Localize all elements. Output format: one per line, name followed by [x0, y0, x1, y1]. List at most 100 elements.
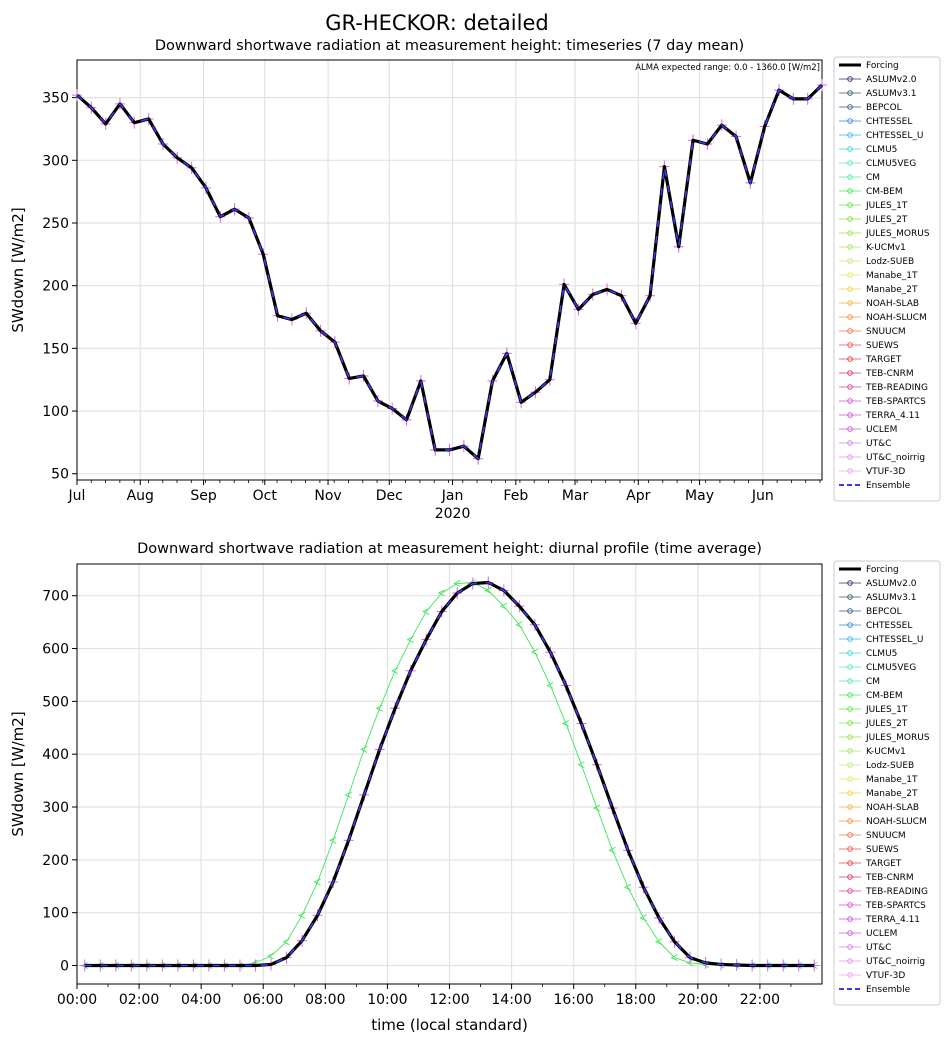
legend-entry: Lodz-SUEB [866, 761, 914, 771]
legend-entry: TEB-READING [865, 383, 928, 393]
legend-swatch-marker [847, 790, 853, 796]
legend-swatch-marker [847, 272, 853, 278]
year-label: 2020 [435, 506, 471, 522]
legend-swatch-marker [847, 902, 853, 908]
cm-bem-point [608, 846, 616, 854]
legend-swatch-marker [847, 118, 853, 124]
legend-entry: Forcing [866, 61, 899, 71]
legend-swatch-marker [847, 944, 853, 950]
legend-swatch-marker [847, 888, 853, 894]
legend-entry: ASLUMv3.1 [866, 593, 916, 603]
legend-swatch-marker [847, 146, 853, 152]
figure-title: GR-HECKOR: detailed [325, 11, 548, 35]
legend-entry: SNUUCM [866, 327, 906, 337]
x-tick-label: 18:00 [616, 992, 656, 1008]
legend-entry: UCLEM [866, 425, 897, 435]
x-tick-label: 04:00 [181, 992, 221, 1008]
legend-entry: CLMU5 [866, 649, 897, 659]
legend-swatch-marker [847, 230, 853, 236]
legend-swatch-marker [847, 734, 853, 740]
cm-bem-point [686, 959, 694, 967]
diurnal-panel: Downward shortwave radiation at measurem… [9, 541, 823, 1034]
legend-entry: UT&C [866, 943, 891, 953]
timeseries-panel: Downward shortwave radiation at measurem… [9, 38, 827, 522]
diurnal-legend: Forcing ASLUMv2.0 ASLUMv3.1 BEPCOL CHTESSEL C… [833, 560, 941, 1006]
legend-swatch-marker [847, 846, 853, 852]
legend-swatch-marker [847, 188, 853, 194]
x-tick-label: Oct [253, 488, 278, 504]
y-tick-label: 50 [51, 467, 69, 483]
x-tick-label: 14:00 [491, 992, 531, 1008]
legend-entry: BEPCOL [866, 103, 902, 113]
x-tick-label: 06:00 [243, 992, 283, 1008]
x-tick-label: Jul [68, 488, 86, 504]
panel-title: Downward shortwave radiation at measurem… [155, 38, 744, 54]
legend-entry: Manabe_1T [866, 775, 918, 785]
cm-bem-point [344, 791, 352, 799]
x-tick-label: Jan [441, 488, 464, 504]
legend-entry: VTUF-3D [866, 467, 905, 477]
legend-entry: Lodz-SUEB [866, 257, 914, 267]
legend-swatch-marker [847, 328, 853, 334]
legend-entry: NOAH-SLAB [866, 803, 919, 813]
cm-bem-point [623, 883, 632, 891]
legend-entry: CLMU5 [866, 145, 897, 155]
legend-entry: K-UCMv1 [866, 747, 906, 757]
legend-entry: K-UCMv1 [866, 243, 906, 253]
cm-bem-point [375, 704, 383, 712]
legend-entry: Ensemble [866, 985, 911, 995]
legend-swatch-marker [847, 874, 853, 880]
legend-entry: CM-BEM [866, 187, 903, 197]
cm-bem-point [670, 954, 678, 961]
legend-swatch-marker [847, 258, 853, 264]
y-tick-label: 600 [42, 642, 69, 658]
cm-bem-point [499, 602, 508, 610]
y-tick-label: 700 [42, 589, 69, 605]
x-tick-label: 22:00 [740, 992, 780, 1008]
legend-swatch-marker [847, 650, 853, 656]
cm-bem-point [577, 761, 585, 769]
y-axis-label: SWdown [W/m2] [9, 207, 27, 332]
legend-swatch-marker [847, 930, 853, 936]
legend-entry: JULES_2T [865, 719, 908, 729]
cm-bem-point [313, 878, 321, 886]
legend-entry: UT&C_noirrig [866, 453, 925, 463]
legend-swatch-marker [847, 958, 853, 964]
legend-entry: VTUF-3D [866, 971, 905, 981]
legend-entry: CHTESSEL_U [866, 635, 923, 645]
x-tick-label: 20:00 [678, 992, 718, 1008]
cm-bem-point [639, 914, 647, 922]
panel-title: Downward shortwave radiation at measurem… [137, 541, 762, 557]
y-tick-label: 100 [42, 404, 69, 420]
legend-swatch-marker [847, 972, 853, 978]
x-tick-label: Nov [314, 488, 341, 504]
legend-swatch-marker [847, 804, 853, 810]
legend-entry: CM [866, 173, 880, 183]
legend-entry: JULES_2T [865, 215, 908, 225]
legend-swatch-marker [847, 104, 853, 110]
legend-swatch-marker [847, 132, 853, 138]
y-tick-label: 400 [42, 747, 69, 763]
legend-entry: JULES_MORUS [865, 733, 930, 743]
y-tick-label: 200 [42, 853, 69, 869]
x-tick-label: 00:00 [57, 992, 97, 1008]
y-tick-label: 350 [42, 91, 69, 107]
cm-bem-point [391, 667, 399, 675]
legend-entry: ASLUMv2.0 [866, 579, 917, 589]
legend-swatch-marker [847, 636, 853, 642]
legend-swatch-marker [847, 454, 853, 460]
y-tick-label: 250 [42, 216, 69, 232]
x-tick-label: 08:00 [305, 992, 345, 1008]
cm-bem-point [437, 589, 445, 597]
legend-swatch-marker [847, 160, 853, 166]
legend-swatch-marker [847, 776, 853, 782]
legend-entry: CM-BEM [866, 691, 903, 701]
legend-swatch-marker [847, 748, 853, 754]
legend-entry: NOAH-SLUCM [866, 817, 927, 827]
legend-swatch-marker [847, 398, 853, 404]
legend-entry: SNUUCM [866, 831, 906, 841]
x-tick-label: Sep [190, 488, 217, 504]
timeseries-legend: Forcing ASLUMv2.0 ASLUMv3.1 BEPCOL CHTESSEL C… [833, 56, 941, 502]
x-axis-label: time (local standard) [371, 1016, 528, 1034]
legend-swatch-marker [847, 286, 853, 292]
